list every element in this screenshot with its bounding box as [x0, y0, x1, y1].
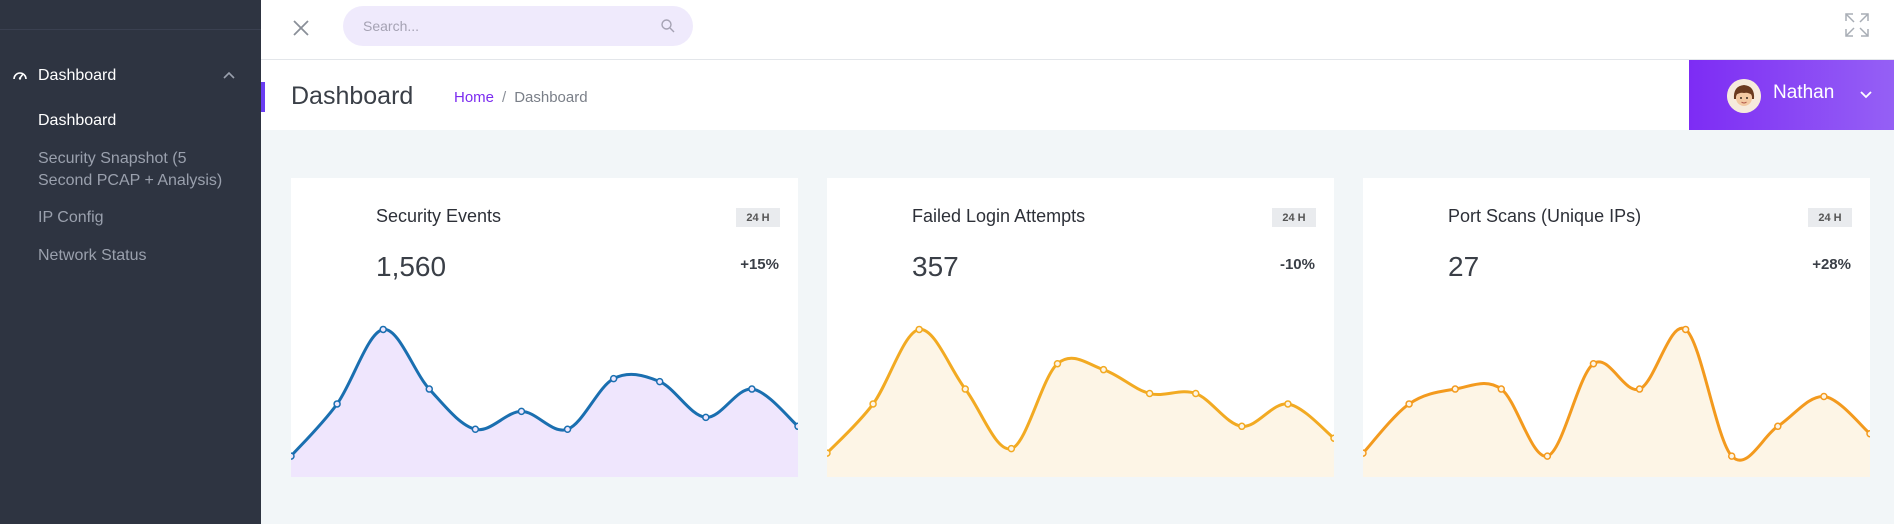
chevron-up-icon[interactable]	[222, 70, 236, 80]
sidebar: Dashboard Dashboard Security Snapshot (5…	[0, 0, 261, 524]
sidebar-group-dashboard[interactable]: Dashboard	[0, 60, 252, 92]
avatar	[1727, 79, 1761, 113]
sparkline-point	[471, 425, 480, 434]
sparkline-point	[609, 374, 618, 383]
sidebar-item-ip-config[interactable]: IP Config	[38, 209, 104, 226]
breadcrumb-current: Dashboard	[514, 89, 588, 106]
sparkline-point	[1145, 389, 1154, 398]
chevron-down-icon	[1860, 91, 1872, 99]
sparkline-point	[702, 413, 710, 422]
sparkline-point	[425, 385, 434, 393]
sidebar-group-label: Dashboard	[38, 67, 117, 84]
fullscreen-icon[interactable]	[1844, 12, 1870, 38]
sparkline-point	[794, 422, 798, 431]
sparkline-point	[1238, 422, 1246, 431]
sidebar-item-network-status[interactable]: Network Status	[38, 247, 147, 264]
sparkline-point	[1635, 385, 1644, 393]
sparkline-point	[1820, 392, 1828, 401]
page-title: Dashboard	[291, 82, 414, 110]
sparkline-point	[1451, 385, 1459, 393]
sparkline-point	[517, 407, 526, 416]
page-header-accent	[261, 82, 265, 112]
sparkline-area	[1363, 328, 1870, 477]
sparkline-chart	[827, 325, 1334, 477]
user-menu-button[interactable]: Nathan	[1689, 60, 1894, 130]
sparkline-area	[291, 329, 798, 477]
card-title: Security Events	[376, 206, 502, 226]
search-icon[interactable]	[660, 18, 676, 34]
sparkline-point	[1007, 444, 1016, 453]
sparkline-point	[915, 325, 923, 334]
time-range-badge: 24 H	[1272, 208, 1316, 227]
sparkline-chart	[1363, 325, 1870, 477]
card-change: +15%	[740, 256, 779, 273]
sparkline-point	[379, 325, 387, 334]
sparkline-point	[1866, 430, 1870, 438]
breadcrumb-home-link[interactable]: Home	[454, 89, 495, 106]
sparkline-point	[333, 400, 341, 408]
sparkline-point	[291, 452, 295, 460]
sparkline-point	[1363, 449, 1367, 457]
breadcrumb: Home / Dashboard	[454, 89, 588, 106]
card-change: -10%	[1279, 256, 1315, 273]
sparkline-point	[869, 400, 877, 408]
sparkline-point	[1405, 400, 1413, 408]
top-bar	[261, 0, 1894, 60]
card-value: 357	[912, 251, 959, 282]
sidebar-item-security-snapshot[interactable]: Security Snapshot (5 Second PCAP + Analy…	[38, 150, 223, 189]
search-box	[343, 6, 693, 46]
close-icon[interactable]	[291, 18, 311, 38]
sparkline-point	[655, 377, 664, 386]
sparkline-point	[1681, 325, 1690, 334]
sparkline-point	[1727, 452, 1736, 460]
sparkline-point	[1543, 452, 1552, 460]
sparkline-point	[1053, 359, 1062, 368]
sparkline-point	[1589, 359, 1598, 368]
sparkline-point	[1774, 422, 1782, 431]
sparkline-point	[1191, 389, 1200, 398]
user-name: Nathan	[1773, 82, 1835, 103]
card-value: 27	[1448, 251, 1480, 282]
sparkline-point	[827, 449, 831, 457]
breadcrumb-separator: /	[502, 89, 507, 106]
stat-card-port-scans: Port Scans (Unique IPs) 24 H 27 +28%	[1363, 178, 1870, 477]
sparkline-point	[1099, 365, 1108, 374]
stat-card-failed-login-attempts: Failed Login Attempts 24 H 357 -10%	[827, 178, 1334, 477]
page-header: Dashboard Home / Dashboard Nathan	[261, 60, 1894, 130]
sparkline-point	[563, 425, 572, 434]
avatar-image	[1727, 79, 1761, 113]
sparkline-chart	[291, 325, 798, 477]
card-value: 1,560	[376, 251, 447, 282]
time-range-badge: 24 H	[736, 208, 780, 227]
sparkline-point	[1284, 400, 1292, 408]
card-title: Port Scans (Unique IPs)	[1448, 206, 1642, 226]
sparkline-point	[961, 385, 970, 393]
sparkline-point	[748, 385, 756, 393]
sidebar-item-dashboard[interactable]: Dashboard	[38, 112, 117, 129]
card-change: +28%	[1812, 256, 1851, 273]
card-title: Failed Login Attempts	[912, 206, 1086, 226]
stat-card-security-events: Security Events 24 H 1,560 +15%	[291, 178, 798, 477]
sparkline-point	[1330, 434, 1334, 442]
sparkline-area	[827, 329, 1334, 477]
sparkline-point	[1497, 385, 1506, 393]
dashboard-gauge-icon	[13, 72, 27, 80]
sidebar-top-bar	[0, 0, 261, 30]
time-range-badge: 24 H	[1808, 208, 1852, 227]
search-input[interactable]	[363, 6, 653, 46]
